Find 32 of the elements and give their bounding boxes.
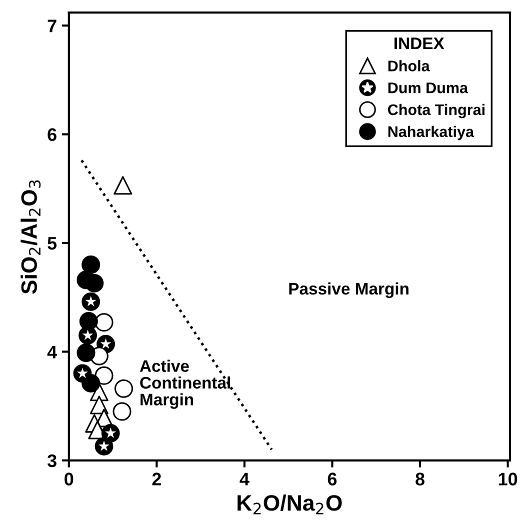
point <box>79 312 98 331</box>
x-tick-label: 4 <box>240 472 250 486</box>
legend-label: Chota Tingrai <box>388 104 484 118</box>
x-tick-label: 6 <box>328 472 337 486</box>
y-tick-label: 6 <box>48 128 56 141</box>
x-tick-label: 0 <box>64 472 74 486</box>
annotation: Passive Margin <box>289 282 408 298</box>
point <box>94 437 114 456</box>
point <box>114 379 134 398</box>
point <box>114 176 132 195</box>
legend-label: Naharkatiya <box>388 126 474 140</box>
annotation: Active Continental Margin <box>140 360 230 409</box>
legend-label: Dum Duma <box>388 82 468 94</box>
point <box>94 313 114 332</box>
legend-title: INDEX <box>394 38 444 50</box>
y-tick-label: 7 <box>48 20 56 32</box>
point <box>85 274 104 292</box>
point <box>94 366 114 385</box>
y-axis-title: SiO$_{2}$/Al$_{2}$O$_{3}$ <box>20 180 41 294</box>
point <box>82 255 100 274</box>
point <box>82 292 100 311</box>
point <box>112 402 132 421</box>
x-tick-label: 8 <box>416 472 424 486</box>
x-tick-label: 10 <box>498 472 518 486</box>
y-tick-label: 5 <box>48 237 57 250</box>
y-tick-label: 4 <box>47 346 58 358</box>
y-tick-label: 3 <box>47 454 56 468</box>
point <box>82 374 100 392</box>
x-axis-title: K$_{2}$O/Na$_{2}$O <box>238 494 342 514</box>
point <box>76 344 96 362</box>
x-tick-label: 2 <box>152 472 161 486</box>
legend-label: Dhola <box>388 60 430 72</box>
